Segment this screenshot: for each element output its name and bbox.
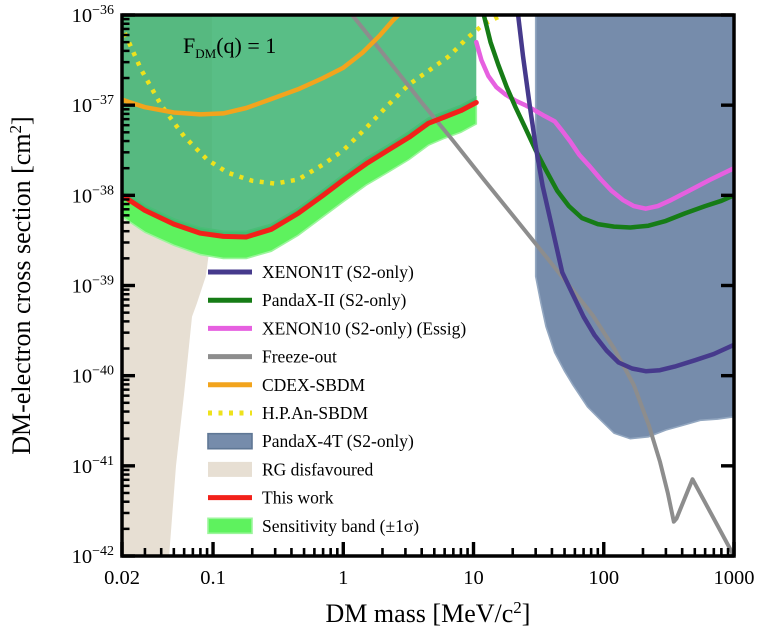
legend-item-pandax-4t-s2-only: PandaX-4T (S2-only) <box>207 431 414 451</box>
legend-label: XENON10 (S2-only) (Essig) <box>262 318 466 338</box>
ticks <box>120 13 736 558</box>
legend-swatch-patch <box>207 517 253 535</box>
legend-swatch-patch <box>207 432 253 450</box>
legend: XENON1T (S2-only) PandaX-II (S2-only) XENO… <box>207 262 466 536</box>
series-this-work-curve <box>120 100 479 240</box>
legend-label: CDEX-SBDM <box>262 375 366 395</box>
series-xenon1t-curve <box>515 13 736 374</box>
x-tick-label: 100 <box>588 567 619 589</box>
legend-label: H.P.An-SBDM <box>262 403 368 423</box>
y-tick-label: 10−38 <box>72 183 114 207</box>
form-factor-annotation: FDM(q) = 1 <box>183 33 276 61</box>
legend-item-freeze-out: Freeze-out <box>208 347 337 367</box>
legend-swatch-patch <box>208 461 252 477</box>
y-tick-label: 10−39 <box>72 274 114 298</box>
legend-label: PandaX-II (S2-only) <box>262 290 407 310</box>
legend-item-h-p-an-sbdm: H.P.An-SBDM <box>208 403 368 423</box>
x-tick-label: 0.1 <box>200 567 226 589</box>
legend-item-pandax-ii-s2-only: PandaX-II (S2-only) <box>208 290 407 310</box>
legend-label: XENON1T (S2-only) <box>262 262 414 282</box>
y-tick-label: 10−42 <box>72 544 114 568</box>
x-axis-label: DM mass [MeV/c2] <box>326 598 531 628</box>
legend-label: Sensitivity band (±1σ) <box>262 516 419 536</box>
plot-area <box>120 13 736 558</box>
legend-item-rg-disfavoured: RG disfavoured <box>208 459 374 479</box>
x-tick-label: 1000 <box>714 567 755 589</box>
y-tick-label: 10−40 <box>72 364 114 388</box>
series-freeze-out-curve <box>350 13 736 558</box>
legend-label: PandaX-4T (S2-only) <box>262 431 414 451</box>
y-tick-label: 10−41 <box>72 454 114 478</box>
legend-label: Freeze-out <box>262 347 337 367</box>
x-tick-label: 1 <box>338 567 348 589</box>
legend-item-xenon10-s2-only-essig: XENON10 (S2-only) (Essig) <box>208 318 466 338</box>
region-this-work-excluded <box>122 15 477 237</box>
series-xenon10-curve <box>474 39 736 211</box>
legend-item-cdex-sbdm: CDEX-SBDM <box>208 375 366 395</box>
y-tick-label: 10−37 <box>72 93 114 117</box>
x-tick-label: 10 <box>463 567 484 589</box>
legend-label: This work <box>262 488 334 508</box>
y-tick-label: 10−36 <box>72 3 114 27</box>
x-tick-label: 0.02 <box>104 567 140 589</box>
y-axis-label: DM-electron cross section [cm2] <box>6 116 36 454</box>
legend-item-xenon1t-s2-only: XENON1T (S2-only) <box>208 262 414 282</box>
legend-item-sensitivity-band-1: Sensitivity band (±1σ) <box>207 516 419 536</box>
legend-item-this-work: This work <box>208 488 334 508</box>
legend-label: RG disfavoured <box>262 459 374 479</box>
series-pandax-ii-curve <box>481 13 736 230</box>
series-cdex-sbdm-curve <box>120 13 401 117</box>
